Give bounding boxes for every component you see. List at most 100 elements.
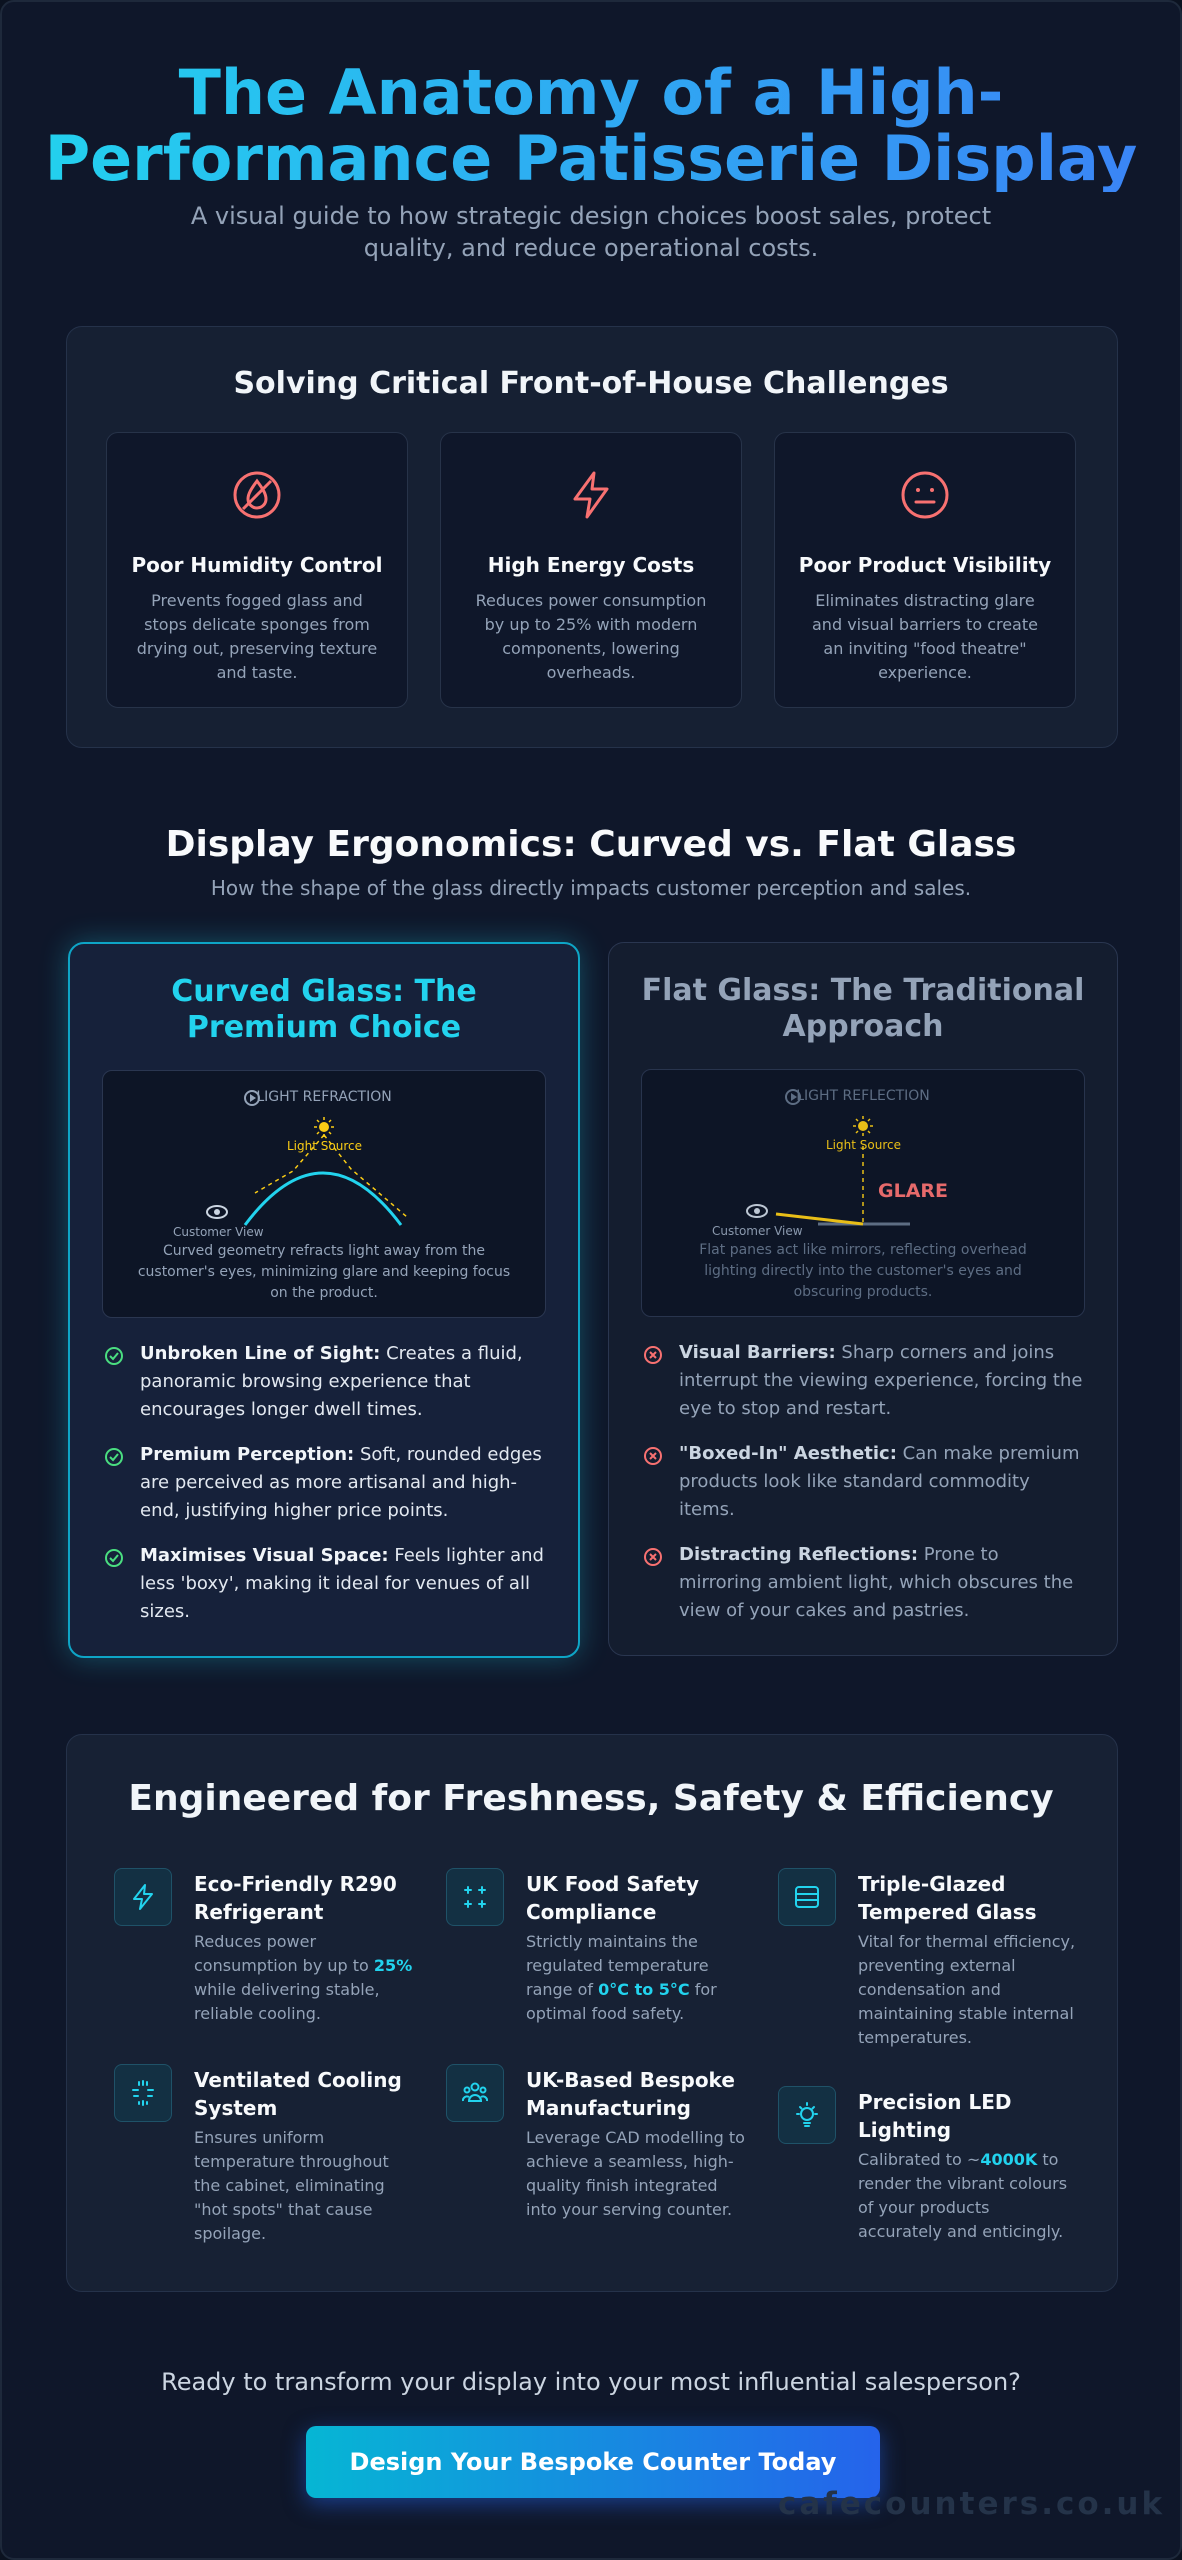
engineered-title: Engineered for Freshness, Safety & Effic… — [128, 1778, 1054, 1819]
x-circle-icon — [644, 1447, 662, 1465]
feature-led-lighting: Precision LED Lighting Calibrated to ~400… — [778, 2086, 1078, 2256]
feature-title-line1: Triple-Glazed — [858, 1872, 1006, 1896]
feature-highlight: 0°C to 5°C — [598, 1980, 690, 1999]
feature-title: UK-Based Bespoke Manufacturing — [526, 2066, 746, 2122]
benefit-text: Creates a fluid, panoramic browsing expe… — [140, 1343, 523, 1420]
light-source-label: Light Source — [826, 1138, 901, 1152]
feature-highlight: 25% — [373, 1956, 413, 1975]
benefit-item: Unbroken Line of Sight: Creates a fluid,… — [104, 1340, 544, 1424]
curved-benefits-list: Unbroken Line of Sight: Creates a fluid,… — [104, 1340, 544, 1643]
drawback-text: Can make premium products look like stan… — [679, 1443, 1080, 1520]
benefit-item: Maximises Visual Space: Feels lighter an… — [104, 1542, 544, 1626]
reflection-diagram: LIGHT REFLECTION Light Source GLARE Cust… — [641, 1069, 1085, 1317]
diagram-caption: Flat panes act like mirrors, reflecting … — [699, 1242, 1027, 1300]
feature-desc-text-end: while delivering stable, reliable coolin… — [194, 1980, 380, 2023]
feature-food-safety: UK Food Safety Compliance Strictly mainta… — [446, 1868, 746, 2038]
eye-icon — [746, 1204, 768, 1218]
feature-title: Eco-Friendly R290 Refrigerant — [194, 1870, 414, 1926]
benefit-title: Maximises Visual Space: — [140, 1545, 389, 1566]
feature-icon-box — [114, 1868, 172, 1926]
feature-icon-box — [446, 1868, 504, 1926]
feature-desc-text: Reduces power consumption by up to — [194, 1932, 374, 1975]
page-title-line2: Performance Patisserie Display — [44, 122, 1138, 195]
page-title-line1: The Anatomy of a High- — [178, 56, 1004, 129]
flat-drawbacks-list: Visual Barriers: Sharp corners and joins… — [643, 1339, 1083, 1642]
customer-view-label: Customer View — [712, 1224, 803, 1238]
curved-title-line1: Curved Glass: The — [171, 974, 477, 1009]
curved-title-line2: Premium Choice — [186, 1010, 462, 1045]
lightbulb-icon — [796, 2102, 818, 2127]
feature-title-line1: UK Food Safety — [526, 1872, 700, 1896]
feature-triple-glazed: Triple-Glazed Tempered Glass Vital for th… — [778, 1868, 1078, 2058]
benefit-title: Unbroken Line of Sight: — [140, 1343, 381, 1364]
lightning-bolt-icon — [573, 471, 609, 519]
feature-desc-text: Calibrated to ~ — [858, 2150, 981, 2169]
glare-label: GLARE — [878, 1180, 949, 1202]
flat-title-line2: Approach — [782, 1009, 944, 1044]
feature-title-line2: Tempered Glass — [858, 1900, 1037, 1924]
page-subtitle-line2: quality, and reduce operational costs. — [363, 234, 819, 262]
challenge-title: High Energy Costs — [487, 553, 695, 577]
feature-title-line2: Refrigerant — [194, 1900, 324, 1924]
feature-highlight: 4000K — [980, 2150, 1038, 2169]
feature-desc: Ensures uniform temperature throughout t… — [194, 2128, 389, 2243]
challenge-title: Poor Product Visibility — [798, 553, 1052, 577]
benefit-item: Premium Perception: Soft, rounded edges … — [104, 1441, 544, 1525]
drawback-title: Distracting Reflections: — [679, 1544, 919, 1565]
page-subtitle: A visual guide to how strategic design c… — [172, 200, 1010, 264]
watermark: cafecounters.co.uk — [778, 2486, 1166, 2522]
reflection-diagram-graphic — [746, 1089, 910, 1226]
challenge-card-energy: High Energy Costs Reduces power consumpt… — [440, 432, 742, 708]
drawback-title: "Boxed-In" Aesthetic: — [679, 1443, 897, 1464]
neutral-face-icon — [901, 471, 949, 519]
sun-icon — [853, 1116, 873, 1136]
feature-title: Precision LED Lighting — [858, 2088, 1078, 2144]
feature-icon-box — [778, 2086, 836, 2144]
drawback-item: "Boxed-In" Aesthetic: Can make premium p… — [643, 1440, 1083, 1524]
cta-question: Ready to transform your display into you… — [161, 2368, 1021, 2396]
feature-desc-text-end: for optimal food safety. — [526, 1980, 717, 2023]
challenge-desc: Prevents fogged glass and stops delicate… — [136, 591, 378, 682]
feature-title-line2: Manufacturing — [526, 2096, 691, 2120]
feature-desc-text-end: to render the vibrant colours of your pr… — [858, 2150, 1068, 2241]
feature-desc-text: Strictly maintains the regulated tempera… — [526, 1932, 709, 1999]
feature-title-line1: Precision LED — [858, 2090, 1012, 2114]
design-counter-button[interactable]: Design Your Bespoke Counter Today — [306, 2426, 880, 2498]
benefit-title: Premium Perception: — [140, 1444, 355, 1465]
feature-desc: Reduces power consumption by up to 25% w… — [194, 1930, 414, 2026]
feature-title-line1: Ventilated Cooling — [194, 2068, 402, 2092]
feature-icon-box — [446, 2064, 504, 2122]
feature-desc: Strictly maintains the regulated tempera… — [526, 1930, 746, 2026]
diagram-label: LIGHT REFLECTION — [796, 1088, 930, 1104]
ergonomics-subtitle: How the shape of the glass directly impa… — [210, 876, 972, 900]
challenge-card-humidity: Poor Humidity Control Prevents fogged gl… — [106, 432, 408, 708]
droplet-off-icon — [233, 471, 281, 519]
drawback-item: Distracting Reflections: Prone to mirror… — [643, 1541, 1083, 1625]
diagram-label: LIGHT REFRACTION — [256, 1089, 392, 1105]
feature-title-line1: Eco-Friendly R290 — [194, 1872, 397, 1896]
feature-desc: Vital for thermal efficiency, preventing… — [858, 1932, 1076, 2047]
diagram-caption: Curved geometry refracts light away from… — [137, 1243, 511, 1301]
feature-title: Ventilated Cooling System — [194, 2066, 414, 2122]
eye-icon — [206, 1205, 228, 1219]
flat-glass-title: Flat Glass: The Traditional Approach — [609, 973, 1117, 1045]
feature-icon-box — [778, 1868, 836, 1926]
challenge-desc: Eliminates distracting glare and visual … — [812, 591, 1038, 682]
feature-title-line1: UK-Based Bespoke — [526, 2068, 735, 2092]
check-circle-icon — [105, 1549, 123, 1567]
feature-title: UK Food Safety Compliance — [526, 1870, 746, 1926]
ergonomics-title: Display Ergonomics: Curved vs. Flat Glas… — [165, 824, 1017, 865]
feature-title-line2: Compliance — [526, 1900, 657, 1924]
benefit-text: Soft, rounded edges are perceived as mor… — [140, 1444, 542, 1521]
benefit-text: Feels lighter and less 'boxy', making it… — [140, 1545, 544, 1622]
lightning-bolt-icon — [133, 1884, 153, 1910]
drawback-item: Visual Barriers: Sharp corners and joins… — [643, 1339, 1083, 1423]
refraction-diagram-graphic — [206, 1090, 408, 1226]
feature-refrigerant: Eco-Friendly R290 Refrigerant Reduces pow… — [114, 1868, 414, 2038]
feature-title-line2: Lighting — [858, 2118, 952, 2142]
feature-title: Triple-Glazed Tempered Glass — [858, 1870, 1078, 1926]
x-circle-icon — [644, 1346, 662, 1364]
check-circle-icon — [105, 1448, 123, 1466]
x-circle-icon — [644, 1548, 662, 1566]
